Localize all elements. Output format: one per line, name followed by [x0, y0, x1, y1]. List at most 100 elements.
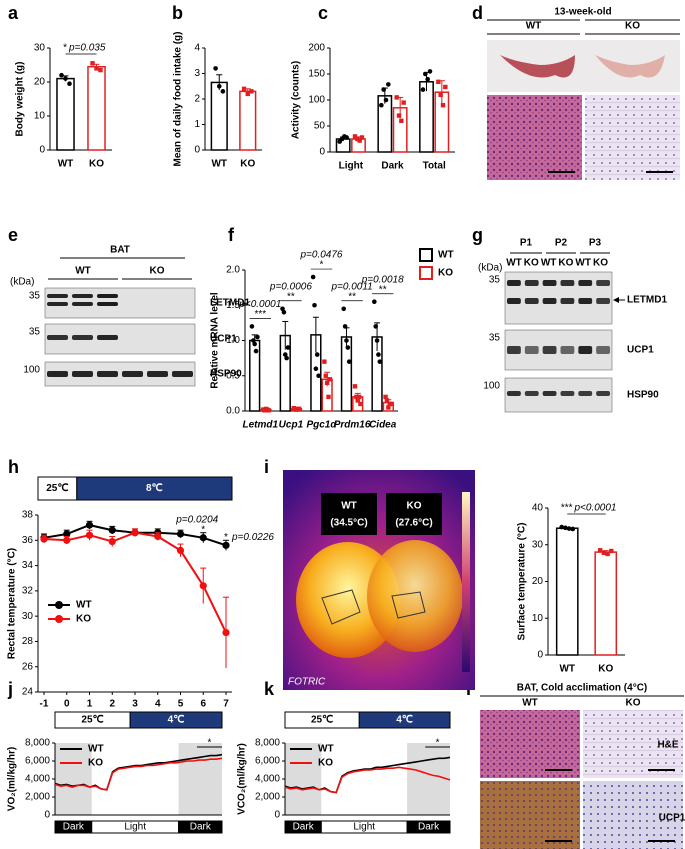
condition-label: 8℃	[146, 483, 163, 494]
data-point	[342, 324, 348, 329]
y-tick-label: 2.0	[226, 265, 240, 276]
y-tick-label: 6,000	[255, 756, 280, 767]
x-tick-label: KO	[240, 159, 255, 170]
blot-band	[47, 371, 68, 377]
data-point	[94, 66, 99, 71]
mw-marker: 35	[29, 327, 41, 338]
y-tick-label: 6,000	[25, 756, 50, 767]
blot-band	[97, 335, 118, 340]
data-point	[282, 352, 288, 357]
data-point	[85, 531, 94, 539]
data-point	[249, 324, 255, 329]
y-tick-label: 10	[34, 111, 46, 122]
x-tick-label: Light	[339, 161, 364, 172]
y-tick-label: 8,000	[25, 738, 50, 749]
protein-label: HSP90	[210, 369, 242, 380]
data-point	[285, 345, 291, 350]
y-axis-title: Body weight (g)	[15, 62, 26, 137]
data-point	[372, 299, 377, 305]
blot-band	[97, 371, 118, 377]
protein-label: HSP90	[627, 390, 659, 401]
data-point	[176, 530, 185, 538]
data-point	[399, 118, 404, 123]
data-point	[323, 373, 328, 378]
data-point	[345, 345, 351, 350]
data-point	[352, 384, 358, 389]
p-value: p=0.0476	[300, 250, 343, 261]
data-point	[312, 302, 317, 308]
y-tick-label: 26	[22, 661, 34, 672]
blot-band	[542, 391, 557, 396]
legend-label: WT	[76, 600, 92, 611]
tissue	[500, 55, 575, 78]
data-point	[322, 359, 327, 364]
blot-band	[47, 294, 68, 298]
phase-label: Light	[124, 822, 146, 833]
lane-label: KO	[558, 258, 573, 269]
group-label: WT	[522, 698, 538, 709]
data-point	[440, 103, 446, 108]
legend-marker	[55, 615, 63, 623]
p-value: p<0.0001	[574, 503, 617, 514]
p-value: p=0.035	[68, 43, 106, 54]
y-tick-label: 2,000	[255, 792, 280, 803]
data-point	[245, 91, 250, 97]
y-axis-title: Rectal temperature (°C)	[7, 548, 18, 659]
data-point	[108, 537, 116, 546]
y-tick-label: 0.0	[226, 406, 240, 417]
legend-label: KO	[318, 758, 333, 769]
significance: *	[320, 260, 324, 271]
panel-label: c	[318, 3, 328, 23]
tissue	[595, 55, 665, 78]
x-tick-label: Letmd1	[243, 420, 279, 431]
group-label: KO	[150, 266, 165, 277]
y-tick-label: 28	[22, 636, 34, 647]
y-tick-label: 2,000	[25, 792, 50, 803]
data-point	[355, 398, 360, 403]
data-point	[374, 338, 380, 343]
x-tick-label: Ucp1	[279, 420, 304, 431]
y-tick-label: 38	[22, 510, 34, 521]
data-point	[354, 394, 359, 400]
y-tick-label: 0.5	[226, 370, 240, 381]
y-axis-title: VO₂(ml/kg/hr)	[7, 747, 18, 811]
data-point	[131, 529, 139, 537]
blot-band	[560, 346, 575, 354]
blot-band	[72, 302, 93, 306]
group-label: P1	[520, 238, 533, 249]
blot-band	[507, 346, 521, 354]
data-point	[383, 394, 388, 400]
significance: *	[63, 43, 67, 54]
x-tick-label: 1	[87, 699, 93, 710]
x-tick-label: 5	[178, 699, 184, 710]
blot-band	[97, 302, 118, 306]
data-point	[355, 136, 360, 142]
data-point	[313, 366, 319, 372]
phase-box	[178, 820, 223, 834]
y-tick-label: 20	[34, 77, 46, 88]
mw-marker: 35	[29, 291, 41, 302]
y-tick-label: 30	[34, 43, 46, 54]
data-point	[154, 532, 162, 541]
p-value: p=0.0204	[175, 514, 218, 525]
data-point	[376, 352, 381, 357]
blot-band	[560, 280, 575, 286]
phase-label: Dark	[190, 822, 212, 833]
legend-label: KO	[438, 268, 453, 279]
data-point	[266, 408, 271, 413]
y-tick-label: 0	[537, 650, 543, 661]
data-point	[284, 355, 289, 361]
data-point	[566, 526, 572, 531]
bar	[56, 77, 75, 151]
blot-band	[122, 371, 143, 377]
data-point	[341, 306, 347, 312]
condition-label: 4℃	[168, 715, 185, 726]
data-point	[597, 548, 603, 553]
data-point	[213, 66, 218, 71]
significance: ***	[254, 309, 266, 320]
brand: FOTRIC	[288, 677, 326, 688]
data-point	[443, 84, 448, 90]
blot-band	[72, 294, 93, 298]
data-point	[216, 83, 222, 89]
x-tick-label: KO	[89, 159, 104, 170]
